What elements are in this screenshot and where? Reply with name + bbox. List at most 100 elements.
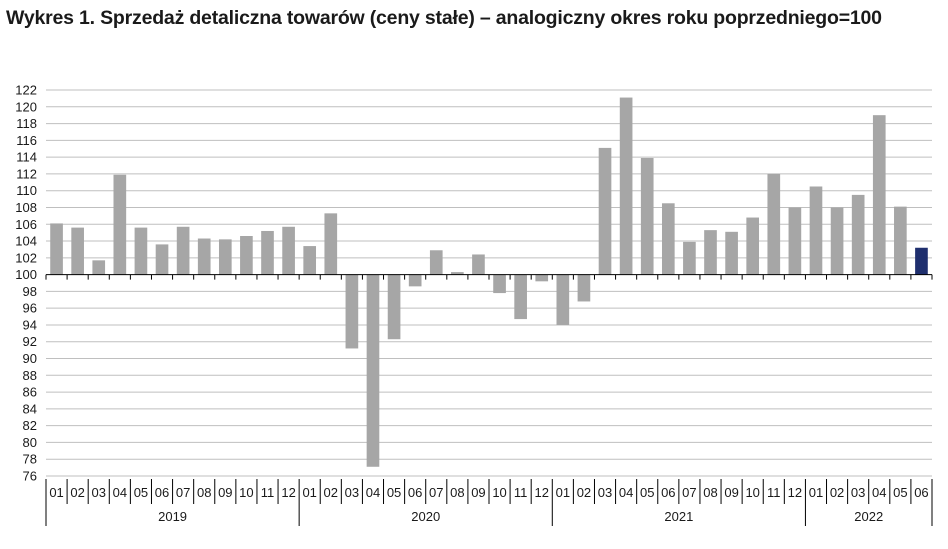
x-tick-label: 05 [893,485,907,500]
y-tick-label: 100 [15,267,37,282]
x-tick-label: 10 [492,485,506,500]
x-tick-label: 01 [809,485,823,500]
bar [408,274,422,287]
bar [556,274,570,325]
bar [282,226,295,275]
bars [50,97,928,467]
x-tick-label: 09 [471,485,485,500]
x-tick-label: 05 [387,485,401,500]
x-tick-label: 07 [682,485,696,500]
x-tick-label: 09 [218,485,232,500]
x-tick-label: 04 [619,485,633,500]
bar [809,186,823,275]
x-tick-label: 11 [514,485,528,500]
x-tick-label: 02 [830,485,844,500]
y-tick-label: 88 [23,368,37,383]
year-label: 2020 [411,509,440,524]
bar [661,203,675,275]
bar [451,272,464,275]
bar [894,206,907,275]
x-tick-label: 04 [113,485,127,500]
bar [514,274,527,320]
bar [472,254,485,275]
y-tick-label: 94 [23,317,37,332]
x-tick-label: 02 [70,485,84,500]
y-tick-label: 102 [15,250,37,265]
x-tick-label: 03 [851,485,865,500]
bar [493,274,506,294]
x-tick-label: 09 [724,485,738,500]
y-tick-label: 82 [23,418,37,433]
bar [113,174,127,275]
y-tick-label: 104 [15,234,37,249]
y-tick-label: 90 [23,351,37,366]
year-label: 2022 [854,509,883,524]
bar [324,213,338,275]
x-tick-label: 01 [556,485,570,500]
y-tick-label: 86 [23,385,37,400]
y-tick-label: 78 [23,452,37,467]
bar [683,241,696,275]
bar [830,207,844,275]
bar [704,230,717,275]
bar [218,239,232,275]
year-label: 2019 [158,509,187,524]
x-tick-label: 04 [366,485,380,500]
x-tick-label: 12 [788,485,802,500]
bar [92,260,106,275]
x-tick-label: 08 [197,485,211,500]
x-tick-label: 05 [134,485,148,500]
x-tick-label: 01 [302,485,316,500]
grid-lines [46,89,932,477]
bar [746,217,760,275]
x-tick-label: 12 [281,485,295,500]
x-axis-labels: 01 02 03 04 05 06 07 08 09 10 11 12 01 02 03 04 05 06 07 08… [49,485,928,524]
bar [366,274,380,467]
bar [725,231,738,275]
year-label: 2021 [664,509,693,524]
x-tick-label: 03 [92,485,106,500]
y-tick-label: 80 [23,435,37,450]
bar [261,230,274,275]
bar [50,223,63,275]
x-tick-label: 11 [767,485,781,500]
x-tick-label: 10 [239,485,253,500]
y-tick-label: 120 [15,99,37,114]
y-tick-label: 110 [16,183,37,198]
bar [535,274,549,282]
bar [619,97,633,275]
bar [429,250,443,275]
y-tick-label: 118 [16,116,37,131]
y-tick-label: 116 [16,133,37,148]
x-tick-label: 06 [155,485,169,500]
x-tick-label: 06 [661,485,675,500]
bar [387,274,401,340]
bar [176,226,190,275]
y-tick-label: 96 [23,301,37,316]
x-tick-label: 08 [450,485,464,500]
bar [197,238,211,275]
x-tick-label: 08 [703,485,717,500]
chart-title: Wykres 1. Sprzedaż detaliczna towarów (c… [6,7,882,29]
y-tick-label: 98 [23,284,37,299]
x-tick-label: 03 [598,485,612,500]
bar [345,274,359,349]
bar [915,247,928,275]
y-tick-label: 84 [23,401,37,416]
x-tick-label: 03 [345,485,359,500]
y-tick-label: 92 [23,334,37,349]
x-tick-label: 07 [176,485,190,500]
bar [240,236,253,275]
bar [872,115,886,275]
x-tick-label: 07 [429,485,443,500]
x-axis [45,274,933,526]
x-tick-label: 01 [49,485,63,500]
x-tick-label: 06 [914,485,928,500]
bar [303,246,317,275]
y-tick-label: 108 [15,200,37,215]
x-tick-label: 10 [745,485,759,500]
bar [577,274,591,302]
bar [155,244,169,275]
bar [640,157,654,275]
y-tick-label: 122 [15,83,37,98]
